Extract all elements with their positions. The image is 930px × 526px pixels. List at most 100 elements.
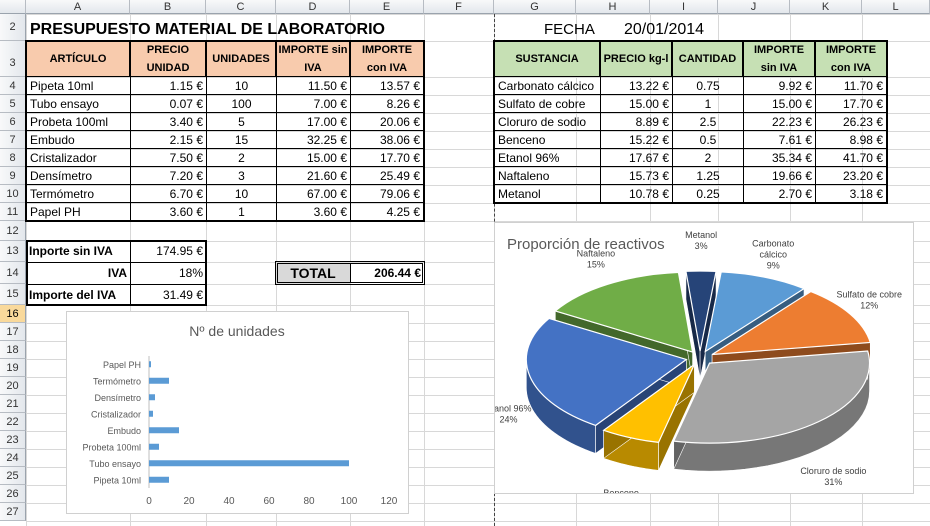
row-header-24[interactable]: 24 — [0, 449, 26, 467]
table-cell[interactable]: 17.00 € — [276, 113, 350, 131]
right-table-header[interactable]: CANTIDAD — [672, 41, 743, 77]
table-cell[interactable]: 67.00 € — [276, 185, 350, 203]
row-header-14[interactable]: 14 — [0, 262, 26, 284]
left-table-header[interactable]: IMPORTE con IVA — [350, 41, 424, 77]
table-cell[interactable]: 2.5 — [672, 113, 743, 131]
bar-1[interactable] — [149, 476, 169, 483]
column-header-E[interactable]: E — [350, 0, 424, 14]
column-header-H[interactable]: H — [576, 0, 650, 14]
table-cell[interactable]: 15.00 € — [743, 95, 815, 113]
right-table-header[interactable]: SUSTANCIA — [494, 41, 600, 77]
table-row-label[interactable]: Probeta 100ml — [26, 113, 130, 131]
pie-slice-3[interactable] — [672, 350, 871, 472]
table-cell[interactable]: 100 — [206, 95, 276, 113]
column-header-F[interactable]: F — [424, 0, 494, 14]
bar-2[interactable] — [149, 460, 349, 467]
right-table-header[interactable]: PRECIO kg-l — [600, 41, 672, 77]
table-cell[interactable]: 1.25 — [672, 167, 743, 185]
table-cell[interactable]: 11.70 € — [815, 77, 887, 95]
table-row-label[interactable]: Benceno — [494, 131, 600, 149]
table-row-label[interactable]: Papel PH — [26, 203, 130, 221]
table-cell[interactable]: 3.60 € — [130, 203, 206, 221]
table-row-label[interactable]: Termómetro — [26, 185, 130, 203]
row-header-17[interactable]: 17 — [0, 323, 26, 341]
table-cell[interactable]: 10.78 € — [600, 185, 672, 203]
column-header-B[interactable]: B — [130, 0, 206, 14]
table-cell[interactable]: 13.57 € — [350, 77, 424, 95]
table-row-label[interactable]: Densímetro — [26, 167, 130, 185]
table-cell[interactable]: 7.61 € — [743, 131, 815, 149]
row-header-19[interactable]: 19 — [0, 359, 26, 377]
table-cell[interactable]: 7.20 € — [130, 167, 206, 185]
row-header-22[interactable]: 22 — [0, 413, 26, 431]
table-row-label[interactable]: Naftaleno — [494, 167, 600, 185]
row-header-10[interactable]: 10 — [0, 185, 26, 203]
table-cell[interactable]: 1 — [672, 95, 743, 113]
table-cell[interactable]: 17.67 € — [600, 149, 672, 167]
table-cell[interactable]: 8.98 € — [815, 131, 887, 149]
importe-sin-iva-value[interactable]: 174.95 € — [156, 244, 203, 258]
table-cell[interactable]: 32.25 € — [276, 131, 350, 149]
bar-8[interactable] — [149, 361, 151, 368]
row-header-4[interactable]: 4 — [0, 77, 26, 95]
table-cell[interactable]: 38.06 € — [350, 131, 424, 149]
table-cell[interactable]: 0.75 — [672, 77, 743, 95]
row-header-13[interactable]: 13 — [0, 241, 26, 262]
table-cell[interactable]: 0.5 — [672, 131, 743, 149]
table-cell[interactable]: 1.15 € — [130, 77, 206, 95]
pie-slice-4[interactable] — [602, 362, 696, 471]
table-row-label[interactable]: Cloruro de sodio — [494, 113, 600, 131]
table-cell[interactable]: 6.70 € — [130, 185, 206, 203]
table-row-label[interactable]: Cristalizador — [26, 149, 130, 167]
table-cell[interactable]: 3.60 € — [276, 203, 350, 221]
bar-6[interactable] — [149, 394, 155, 401]
left-table-header[interactable]: IMPORTE sin IVA — [276, 41, 350, 77]
row-header-9[interactable]: 9 — [0, 167, 26, 185]
table-cell[interactable]: 2 — [672, 149, 743, 167]
bar-5[interactable] — [149, 410, 153, 417]
row-header-15[interactable]: 15 — [0, 284, 26, 305]
table-cell[interactable]: 26.23 € — [815, 113, 887, 131]
row-header-5[interactable]: 5 — [0, 95, 26, 113]
table-cell[interactable]: 17.70 € — [350, 149, 424, 167]
table-row-label[interactable]: Tubo ensayo — [26, 95, 130, 113]
column-header-C[interactable]: C — [206, 0, 276, 14]
row-header-3[interactable]: 3 — [0, 41, 26, 77]
row-header-27[interactable]: 27 — [0, 503, 26, 521]
column-header-J[interactable]: J — [718, 0, 790, 14]
table-cell[interactable]: 7.00 € — [276, 95, 350, 113]
table-row-label[interactable]: Carbonato cálcico — [494, 77, 600, 95]
table-cell[interactable]: 4.25 € — [350, 203, 424, 221]
table-cell[interactable]: 3.40 € — [130, 113, 206, 131]
table-row-label[interactable]: Metanol — [494, 185, 600, 203]
table-cell[interactable]: 10 — [206, 185, 276, 203]
column-header-I[interactable]: I — [650, 0, 718, 14]
table-cell[interactable]: 0.25 — [672, 185, 743, 203]
units-bar-chart[interactable]: Nº de unidades Pipeta 10ml Tubo ensayo Prob… — [66, 311, 409, 514]
left-table-header[interactable]: ARTÍCULO — [26, 41, 130, 77]
row-header-7[interactable]: 7 — [0, 131, 26, 149]
table-cell[interactable]: 2.15 € — [130, 131, 206, 149]
table-cell[interactable]: 5 — [206, 113, 276, 131]
left-table-header[interactable]: PRECIO UNIDAD — [130, 41, 206, 77]
bar-4[interactable] — [149, 427, 179, 434]
importe-iva-label[interactable]: Importe del IVA — [29, 288, 117, 302]
column-header-L[interactable]: L — [862, 0, 930, 14]
table-cell[interactable]: 2.70 € — [743, 185, 815, 203]
row-header-21[interactable]: 21 — [0, 395, 26, 413]
right-table-header[interactable]: IMPORTE con IVA — [815, 41, 887, 77]
table-cell[interactable]: 9.92 € — [743, 77, 815, 95]
left-table-header[interactable]: UNIDADES — [206, 41, 276, 77]
table-cell[interactable]: 15 — [206, 131, 276, 149]
row-header-18[interactable]: 18 — [0, 341, 26, 359]
table-cell[interactable]: 13.22 € — [600, 77, 672, 95]
table-row-label[interactable]: Embudo — [26, 131, 130, 149]
reagents-pie-chart[interactable]: Proporción de reactivos Carbonato cálcico 9… — [485, 222, 914, 509]
importe-sin-iva-label[interactable]: Inporte sin IVA — [29, 244, 113, 258]
table-cell[interactable]: 2 — [206, 149, 276, 167]
bar-7[interactable] — [149, 377, 169, 384]
table-cell[interactable]: 15.00 € — [276, 149, 350, 167]
table-cell[interactable]: 15.00 € — [600, 95, 672, 113]
table-cell[interactable]: 22.23 € — [743, 113, 815, 131]
table-cell[interactable]: 15.73 € — [600, 167, 672, 185]
